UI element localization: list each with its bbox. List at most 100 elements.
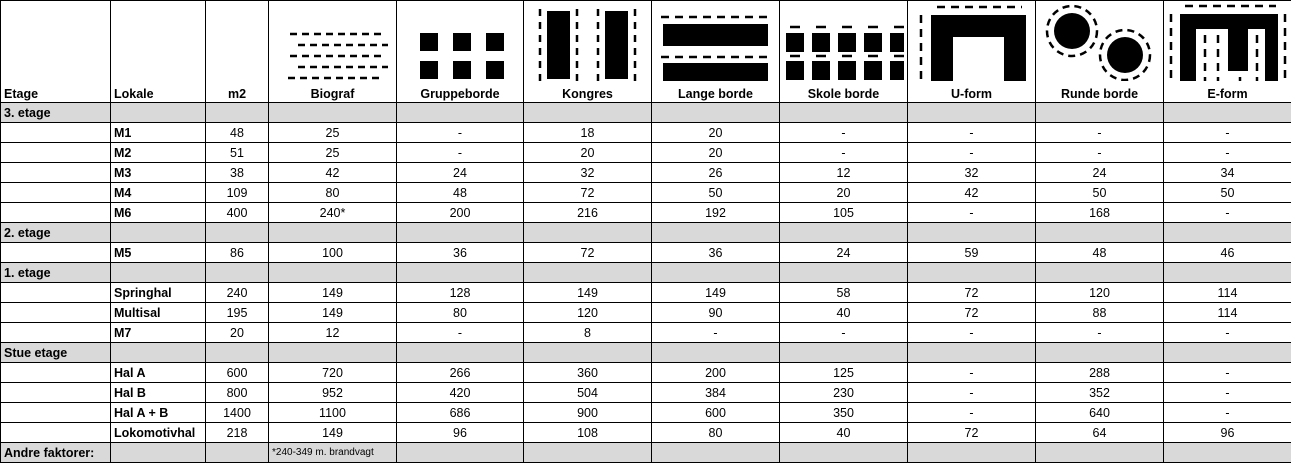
empty-cell: [0, 322, 111, 343]
capacity-value: -: [651, 322, 780, 343]
section-name: 1. etage: [0, 262, 111, 283]
capacity-value: -: [907, 122, 1036, 143]
empty-cell: [523, 442, 652, 463]
capacity-value: 34: [1163, 162, 1291, 183]
capacity-value: 72: [523, 182, 652, 203]
room-area: 600: [205, 362, 269, 383]
room-area: 1400: [205, 402, 269, 423]
capacity-value: 952: [268, 382, 397, 403]
room-area: 240: [205, 282, 269, 303]
capacity-value: 88: [1035, 302, 1164, 323]
room-name: Hal A: [110, 362, 206, 383]
capacity-value: 72: [907, 282, 1036, 303]
empty-cell: [0, 242, 111, 263]
capacity-value: -: [396, 322, 524, 343]
empty-cell: [205, 222, 269, 243]
empty-cell: [523, 222, 652, 243]
empty-cell: [0, 362, 111, 383]
capacity-value: 192: [651, 202, 780, 223]
capacity-value: -: [1163, 362, 1291, 383]
empty-cell: [0, 282, 111, 303]
empty-cell: [0, 182, 111, 203]
header-lokale: Lokale: [110, 0, 206, 103]
capacity-value: 350: [779, 402, 908, 423]
empty-cell: [0, 302, 111, 323]
header-m2: m2: [205, 0, 269, 103]
empty-cell: [396, 222, 524, 243]
capacity-value: 59: [907, 242, 1036, 263]
capacity-value: 384: [651, 382, 780, 403]
empty-cell: [110, 222, 206, 243]
capacity-value: 32: [523, 162, 652, 183]
capacity-value: -: [1163, 142, 1291, 163]
section-row: 3. etage: [0, 102, 1291, 123]
capacity-value: 240*: [268, 202, 397, 223]
empty-cell: [205, 102, 269, 123]
header-label: Kongres: [562, 87, 613, 101]
capacity-value: 40: [779, 422, 908, 443]
empty-cell: [907, 102, 1036, 123]
capacity-value: 125: [779, 362, 908, 383]
capacity-value: 266: [396, 362, 524, 383]
capacity-value: 48: [396, 182, 524, 203]
capacity-value: -: [779, 122, 908, 143]
capacity-value: -: [779, 322, 908, 343]
capacity-value: 20: [651, 122, 780, 143]
room-area: 218: [205, 422, 269, 443]
empty-cell: [0, 202, 111, 223]
empty-cell: [110, 342, 206, 363]
empty-cell: [268, 262, 397, 283]
capacity-value: 352: [1035, 382, 1164, 403]
group-tables-icon: [420, 33, 504, 79]
capacity-value: 24: [396, 162, 524, 183]
empty-cell: [779, 442, 908, 463]
empty-cell: [779, 102, 908, 123]
capacity-value: 26: [651, 162, 780, 183]
capacity-value: 114: [1163, 302, 1291, 323]
capacity-value: 504: [523, 382, 652, 403]
room-area: 48: [205, 122, 269, 143]
capacity-value: 20: [523, 142, 652, 163]
capacity-value: -: [396, 122, 524, 143]
capacity-value: 58: [779, 282, 908, 303]
table-row: M3 38 42 24 32 26 12 32 24 34: [0, 162, 1291, 183]
empty-cell: [205, 262, 269, 283]
empty-cell: [1163, 442, 1291, 463]
empty-cell: [907, 222, 1036, 243]
capacity-value: 42: [268, 162, 397, 183]
capacity-value: 72: [523, 242, 652, 263]
footer-label: Andre faktorer:: [0, 442, 111, 463]
capacity-value: -: [1035, 122, 1164, 143]
capacity-value: 46: [1163, 242, 1291, 263]
capacity-value: 72: [907, 302, 1036, 323]
empty-cell: [0, 162, 111, 183]
capacity-value: -: [1163, 202, 1291, 223]
empty-cell: [651, 222, 780, 243]
room-name: M2: [110, 142, 206, 163]
capacity-value: 128: [396, 282, 524, 303]
empty-cell: [396, 102, 524, 123]
capacity-value: 18: [523, 122, 652, 143]
header-e-form: E-form: [1163, 0, 1291, 103]
room-name: M5: [110, 242, 206, 263]
empty-cell: [907, 442, 1036, 463]
table-row: Multisal 195 149 80 120 90 40 72 88 114: [0, 302, 1291, 323]
empty-cell: [651, 102, 780, 123]
capacity-value: 36: [396, 242, 524, 263]
room-name: M6: [110, 202, 206, 223]
empty-cell: [0, 122, 111, 143]
capacity-value: 200: [396, 202, 524, 223]
room-name: Hal A + B: [110, 402, 206, 423]
header-label: Gruppeborde: [420, 87, 500, 101]
empty-cell: [1163, 222, 1291, 243]
capacity-value: 900: [523, 402, 652, 423]
empty-cell: [268, 102, 397, 123]
room-area: 86: [205, 242, 269, 263]
header-lange-borde: Lange borde: [651, 0, 780, 103]
empty-cell: [0, 382, 111, 403]
empty-cell: [110, 442, 206, 463]
header-label: E-form: [1207, 87, 1248, 101]
capacity-value: 20: [779, 182, 908, 203]
capacity-value: 20: [651, 142, 780, 163]
